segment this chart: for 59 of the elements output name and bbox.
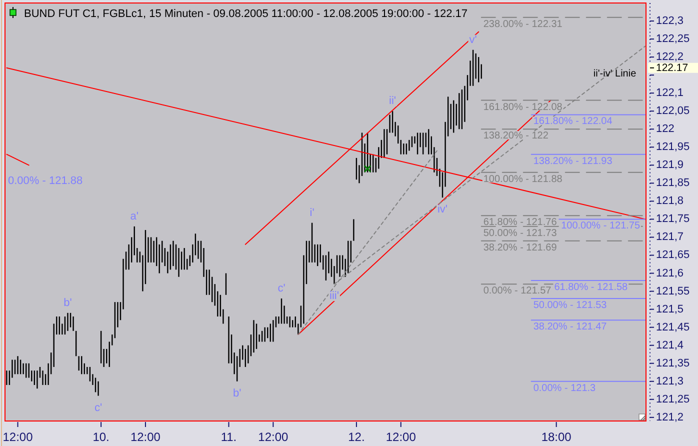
x-tick-label: 10. bbox=[92, 430, 110, 444]
data-label: b' bbox=[232, 387, 242, 400]
data-label: iii' bbox=[330, 290, 339, 302]
x-tick-label: 12:00 bbox=[258, 430, 289, 444]
series-label: 161.80% - 122.04 bbox=[533, 116, 613, 128]
data-label: v' bbox=[469, 34, 477, 46]
y-tick-label: 121,4 bbox=[656, 339, 684, 352]
series-label: 138.20% - 122 bbox=[483, 130, 549, 142]
y-tick-label: 122,2 bbox=[656, 51, 684, 64]
y-tick-label: 121,55 bbox=[656, 285, 690, 298]
y-tick-label: 121,45 bbox=[656, 321, 690, 334]
series-label: ii'-iv' Linie bbox=[593, 68, 637, 80]
series-label: 38.20% - 121.69 bbox=[483, 242, 558, 254]
series-label: 138.20% - 121.93 bbox=[533, 156, 613, 167]
y-tick-label: 121,85 bbox=[656, 177, 690, 190]
series-label: 161.80% - 122.08 bbox=[483, 102, 563, 113]
data-label: iv' bbox=[437, 204, 448, 216]
series-label: 100.00% - 121.75 bbox=[561, 220, 640, 232]
y-tick-label: 121,2 bbox=[656, 411, 684, 424]
y-tick-label: 121,35 bbox=[656, 357, 690, 370]
y-tick-label: 121,75 bbox=[656, 213, 690, 226]
x-tick-label: 18:00 bbox=[541, 430, 572, 444]
x-tick-label: 12:00 bbox=[130, 430, 161, 444]
series-label: 238.00% - 122.31 bbox=[483, 18, 563, 30]
data-label: c' bbox=[94, 402, 102, 414]
series-label: 61.80% - 121.76 bbox=[483, 217, 558, 228]
data-label: i' bbox=[310, 206, 314, 219]
x-tick-label: 11. bbox=[220, 430, 237, 444]
y-tick-label: 121,25 bbox=[656, 393, 690, 406]
y-tick-label: 122,05 bbox=[656, 105, 690, 118]
x-tick-label: 12:00 bbox=[386, 430, 416, 444]
series-label: 0.00% - 121.3 bbox=[533, 382, 596, 394]
series-label: 50.00% - 121.73 bbox=[483, 228, 558, 239]
y-tick-label: 122,3 bbox=[656, 15, 684, 28]
y-tick-label: 122,1 bbox=[656, 87, 684, 100]
y-tick-label: 121,6 bbox=[656, 267, 684, 280]
data-label: c' bbox=[278, 282, 286, 294]
series-label: 50.00% - 121.53 bbox=[533, 300, 608, 311]
series-label: 61.80% - 121.58 bbox=[554, 282, 628, 293]
x-tick-label: 12. bbox=[348, 430, 365, 444]
y-tick-label: 121,9 bbox=[656, 159, 684, 172]
data-label: a' bbox=[130, 210, 138, 222]
y-tick-label: 121,5 bbox=[656, 303, 684, 316]
series-label: 100.00% - 121.88 bbox=[483, 174, 563, 185]
y-tick-label: 121,65 bbox=[656, 249, 690, 262]
annotation: 0.00% - 121.88 bbox=[8, 175, 83, 187]
y-tick-label: 121,95 bbox=[656, 141, 690, 154]
data-label: b' bbox=[64, 296, 72, 309]
y-tick-label: 121,8 bbox=[656, 195, 684, 208]
y-tick-label: 121,7 bbox=[656, 231, 684, 244]
series-label: 0.00% - 121.57 bbox=[483, 286, 552, 297]
y-tick-label: 122.17 bbox=[656, 62, 688, 74]
y-tick-label: 122 bbox=[656, 123, 674, 136]
data-label: ii' bbox=[389, 95, 396, 108]
series-label: 38.20% - 121.47 bbox=[533, 322, 608, 333]
y-tick-label: 122,25 bbox=[656, 33, 690, 46]
y-tick-label: 121,3 bbox=[656, 375, 684, 388]
x-tick-label: 12:00 bbox=[2, 430, 34, 444]
text: BUND FUT C1, FGBLc1, 15 Minuten - 09.08.2005 11:00:00 - 12.08.2005 19:00:00 - 122.17 bbox=[24, 8, 468, 20]
